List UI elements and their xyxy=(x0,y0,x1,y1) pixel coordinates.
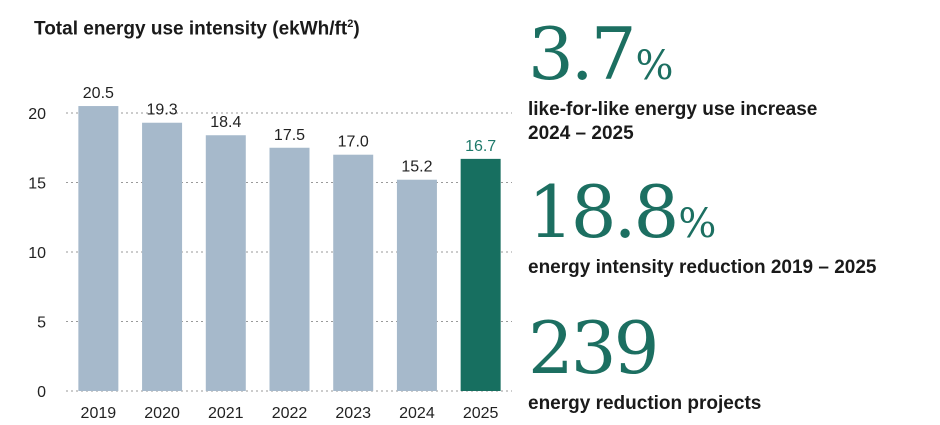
stat-unit: % xyxy=(678,201,717,247)
x-tick-label: 2019 xyxy=(81,405,117,422)
stat-unit: % xyxy=(635,43,674,89)
stat-reduction-projects: 239 energy reduction projects xyxy=(528,312,761,416)
bar xyxy=(460,158,501,391)
bar xyxy=(396,179,437,391)
stat-value: 3.7% xyxy=(528,12,674,96)
chart-title: Total energy use intensity (ekWh/ft2) xyxy=(34,18,360,40)
data-label: 20.5 xyxy=(83,85,114,102)
y-tick-label: 5 xyxy=(37,315,46,332)
stat-energy-use-increase: 3.7% like-for-like energy use increase 20… xyxy=(528,18,817,146)
data-label: 17.0 xyxy=(338,134,369,151)
stat-intensity-reduction: 18.8% energy intensity reduction 2019 – … xyxy=(528,176,877,280)
stat-label: energy intensity reduction 2019 – 2025 xyxy=(528,257,877,278)
bar xyxy=(269,147,310,391)
data-label: 15.2 xyxy=(401,159,432,176)
y-tick-label: 0 xyxy=(37,384,46,401)
data-label: 16.7 xyxy=(465,138,496,155)
bar xyxy=(205,135,246,391)
bar-chart: 0 5 10 15 20 20.5 2019 19.3 2020 18.4 2021 17.5 2022… xyxy=(28,85,512,422)
x-tick-label: 2022 xyxy=(272,405,308,422)
x-tick-label: 2021 xyxy=(208,405,244,422)
x-tick-label: 2024 xyxy=(399,405,435,422)
x-tick-label: 2020 xyxy=(144,405,180,422)
x-tick-label: 2025 xyxy=(463,405,499,422)
y-tick-label: 10 xyxy=(28,245,46,262)
data-label: 17.5 xyxy=(274,127,305,144)
data-label: 18.4 xyxy=(210,114,241,131)
bar xyxy=(78,106,119,392)
data-label: 19.3 xyxy=(147,102,178,119)
stat-label: energy reduction projects xyxy=(528,393,762,414)
bar xyxy=(142,122,183,391)
stat-value: 18.8% xyxy=(528,170,717,254)
x-tick-label: 2023 xyxy=(335,405,371,422)
y-tick-label: 20 xyxy=(28,106,46,123)
stat-value: 239 xyxy=(528,306,659,390)
y-tick-label: 15 xyxy=(28,176,46,193)
bar xyxy=(333,154,374,391)
stat-label: like-for-like energy use increase 2024 – … xyxy=(528,99,818,144)
